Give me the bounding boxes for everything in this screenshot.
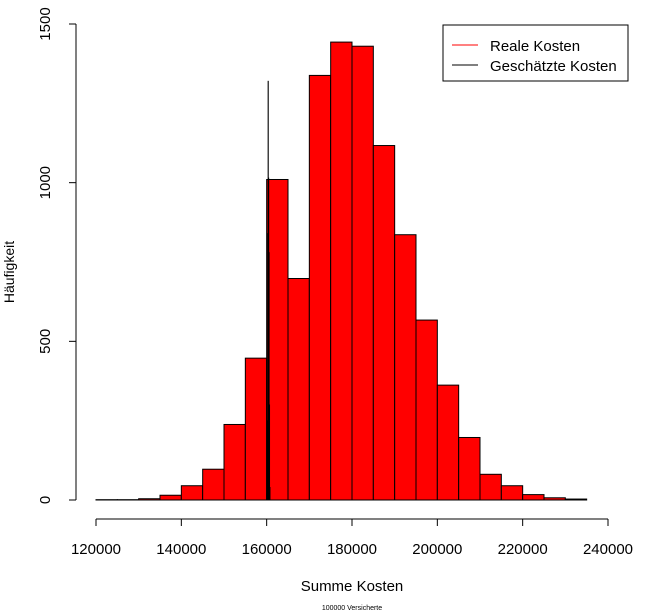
legend-box xyxy=(442,24,629,82)
y-tick-label: 500 xyxy=(37,329,54,354)
bar-reale-kosten xyxy=(330,41,353,501)
bar-reale-kosten xyxy=(500,485,524,501)
bar-reale-kosten xyxy=(159,494,182,501)
bar-reale-kosten xyxy=(308,74,332,501)
bar-reale-kosten xyxy=(394,234,417,501)
y-axis: 0 500 1000 1500 xyxy=(37,7,77,504)
bar-reale-kosten xyxy=(138,498,161,501)
bar-reale-kosten xyxy=(351,45,374,501)
bar-reale-kosten xyxy=(244,357,268,501)
x-axis-label: Summe Kosten xyxy=(301,578,404,595)
bar-geschaetzte-kosten xyxy=(269,487,271,501)
bar-reale-kosten xyxy=(223,423,246,501)
bar-reale-kosten xyxy=(372,145,396,501)
bar-reale-kosten xyxy=(180,485,204,501)
y-tick-label: 1500 xyxy=(37,7,54,40)
x-tick-label: 140000 xyxy=(156,541,206,558)
subtitle: 100000 Versicherte xyxy=(322,605,382,612)
reale-kosten-bars xyxy=(95,41,588,501)
x-tick-label: 120000 xyxy=(71,541,121,558)
y-tick-label: 0 xyxy=(37,496,54,504)
x-tick-label: 200000 xyxy=(412,541,462,558)
y-axis-label: Häufigkeit xyxy=(1,241,17,303)
bar-reale-kosten xyxy=(415,319,438,501)
bar-reale-kosten xyxy=(522,494,545,501)
x-tick-label: 160000 xyxy=(242,541,292,558)
bar-reale-kosten xyxy=(202,468,225,501)
bar-reale-kosten xyxy=(479,473,502,501)
bar-reale-kosten xyxy=(564,498,588,501)
geschaetzte-kosten-bars xyxy=(266,80,271,501)
bar-geschaetzte-kosten xyxy=(268,404,271,501)
bar-reale-kosten xyxy=(436,384,460,501)
legend-label-reale-kosten: Reale Kosten xyxy=(490,38,580,55)
x-tick-label: 220000 xyxy=(498,541,548,558)
bar-reale-kosten xyxy=(287,278,310,501)
legend: Reale Kosten Geschätzte Kosten xyxy=(442,24,629,82)
bar-reale-kosten xyxy=(458,436,481,501)
x-tick-label: 240000 xyxy=(583,541,633,558)
x-tick-label: 180000 xyxy=(327,541,377,558)
x-axis: 120000 140000 160000 180000 200000 220000 2400… xyxy=(71,518,633,558)
y-tick-label: 1000 xyxy=(37,166,54,199)
legend-label-geschaetzte-kosten: Geschätzte Kosten xyxy=(490,58,617,75)
bar-reale-kosten xyxy=(543,497,566,501)
